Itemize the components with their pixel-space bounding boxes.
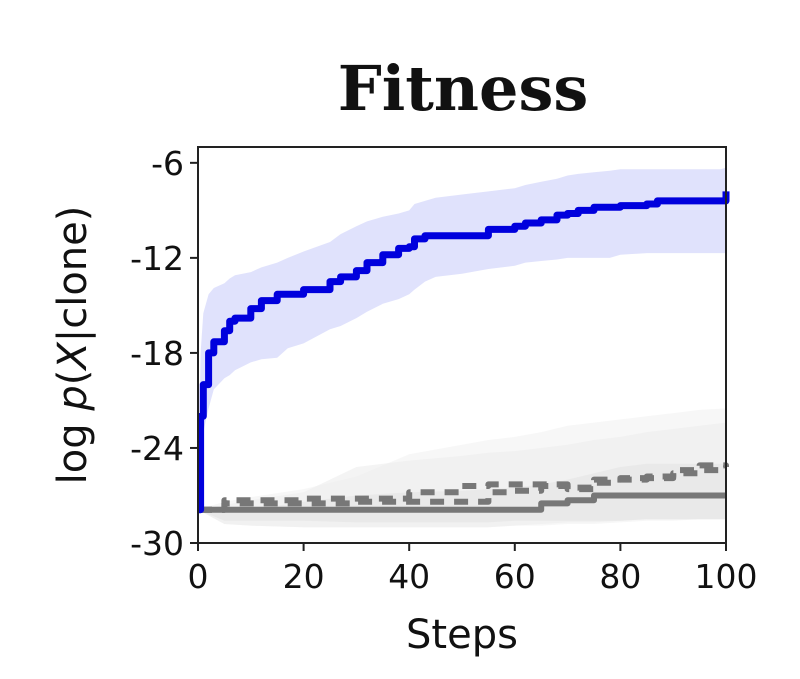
y-tick-label: -6 bbox=[151, 144, 184, 183]
y-label-p: p bbox=[50, 385, 96, 411]
series-lines bbox=[197, 191, 730, 514]
x-tick-label: 60 bbox=[494, 557, 536, 596]
x-axis-ticks: 0 20 40 60 80 100 bbox=[188, 543, 758, 596]
y-tick-label: -12 bbox=[130, 239, 184, 278]
x-tick-label: 0 bbox=[188, 557, 209, 596]
line-series-2 bbox=[198, 467, 729, 513]
uncertainty-bands bbox=[198, 167, 726, 528]
y-label-x: X bbox=[50, 341, 96, 372]
x-tick-label: 80 bbox=[599, 557, 641, 596]
x-axis-label: Steps bbox=[406, 612, 518, 658]
y-label-prefix: log bbox=[50, 411, 96, 485]
y-tick-label: -24 bbox=[130, 429, 184, 468]
line-series-1 bbox=[198, 492, 726, 513]
plot-frame bbox=[197, 146, 727, 544]
y-axis-label: log p(X|clone) bbox=[50, 206, 96, 485]
y-tick-label: -18 bbox=[130, 334, 184, 373]
y-label-rest: |clone) bbox=[50, 206, 96, 343]
y-axis-ticks: -30 -24 -18 -12 -6 bbox=[130, 144, 198, 563]
band-series-0 bbox=[198, 167, 726, 510]
y-tick-label: -30 bbox=[130, 524, 184, 563]
line-series-0 bbox=[197, 191, 730, 514]
x-tick-label: 100 bbox=[695, 557, 758, 596]
y-label-open-paren: ( bbox=[50, 370, 96, 386]
x-tick-label: 40 bbox=[388, 557, 430, 596]
chart-title: Fitness bbox=[338, 52, 589, 125]
x-tick-label: 20 bbox=[283, 557, 325, 596]
